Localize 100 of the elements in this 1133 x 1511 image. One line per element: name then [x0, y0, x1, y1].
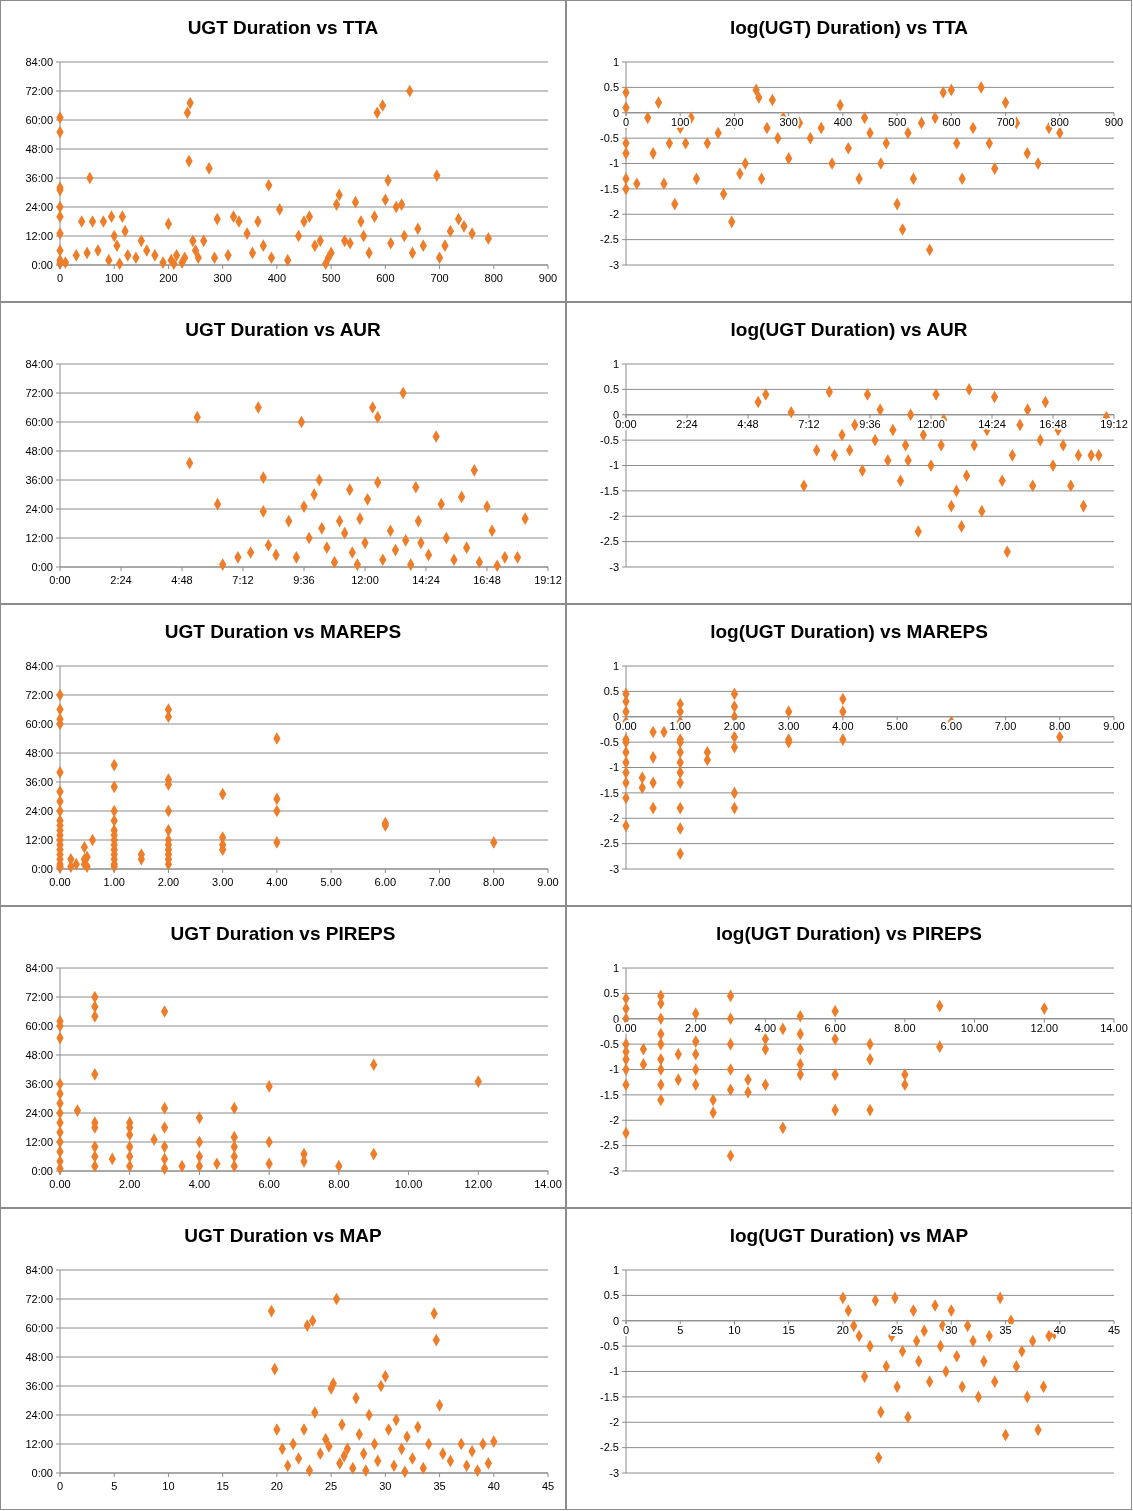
y-tick-label: 48:00 — [25, 444, 53, 457]
x-tick-label: 900 — [538, 272, 558, 284]
x-tick-label: 9:36 — [859, 417, 881, 430]
y-tick-label: 84:00 — [25, 55, 53, 68]
y-tick-label: -3 — [609, 1466, 619, 1479]
x-tick-label: 9.00 — [1103, 719, 1125, 732]
y-tick-label: -2.5 — [600, 837, 619, 850]
x-tick-label: 9:36 — [293, 574, 315, 586]
y-tick-label: 12:00 — [25, 1437, 53, 1450]
x-tick-label: 12.00 — [464, 1178, 493, 1190]
x-tick-label: 500 — [887, 115, 907, 128]
x-tick-label: 8.00 — [328, 1178, 350, 1190]
x-tick-label: 5.00 — [886, 719, 908, 732]
y-tick-label: 60:00 — [25, 1019, 53, 1032]
x-tick-label: 9.00 — [537, 876, 559, 888]
y-tick-label: 48:00 — [25, 1048, 53, 1061]
y-tick-label: 60:00 — [25, 415, 53, 428]
x-tick-label: 2:24 — [110, 574, 132, 586]
x-tick-label: 600 — [942, 115, 961, 128]
x-tick-label: 16:48 — [473, 574, 501, 586]
y-tick-label: 72:00 — [25, 1292, 53, 1305]
x-tick-label: 35 — [433, 1480, 446, 1492]
y-tick-label: 0:00 — [31, 1164, 53, 1177]
x-tick-label: 100 — [105, 272, 124, 284]
y-tick-label: -0.5 — [600, 131, 619, 144]
y-tick-label: 1 — [612, 357, 619, 370]
x-tick-label: 600 — [376, 272, 395, 284]
x-tick-label: 8.00 — [483, 876, 505, 888]
chart-title: log(UGT Duration) vs AUR — [730, 319, 968, 340]
x-tick-label: 30 — [945, 1323, 958, 1336]
y-tick-label: -3 — [609, 862, 619, 875]
y-tick-label: -2 — [609, 1416, 619, 1429]
y-tick-label: -1.5 — [600, 1390, 619, 1403]
y-tick-label: 72:00 — [25, 386, 53, 399]
x-tick-label: 16:48 — [1039, 417, 1067, 430]
x-tick-label: 25 — [890, 1323, 904, 1336]
x-tick-label: 400 — [267, 272, 287, 284]
chart-title: log(UGT Duration) vs PIREPS — [715, 923, 983, 944]
x-tick-label: 7.00 — [994, 719, 1017, 732]
y-tick-label: -1.5 — [600, 786, 619, 799]
x-tick-label: 6.00 — [258, 1178, 280, 1190]
y-tick-label: 1 — [612, 1263, 619, 1276]
y-tick-label: -1 — [609, 1063, 619, 1076]
y-tick-label: 24:00 — [25, 804, 53, 817]
x-tick-label: 0 — [622, 115, 630, 128]
y-tick-label: 0:00 — [31, 1466, 53, 1479]
y-tick-label: -2 — [609, 1114, 619, 1127]
x-tick-label: 30 — [379, 1480, 392, 1492]
x-tick-label: 25 — [324, 1480, 338, 1492]
x-tick-label: 900 — [1104, 115, 1124, 128]
y-tick-label: 60:00 — [25, 717, 53, 730]
x-tick-label: 8.00 — [894, 1021, 916, 1034]
x-tick-label: 4:48 — [171, 574, 193, 586]
y-tick-label: 0.5 — [603, 987, 619, 1000]
y-tick-label: 24:00 — [25, 200, 53, 213]
x-tick-label: 200 — [159, 272, 178, 284]
x-tick-label: 0:00 — [49, 574, 71, 586]
x-tick-label: 12:00 — [351, 574, 379, 586]
y-tick-label: 84:00 — [25, 1263, 53, 1276]
x-tick-label: 3.00 — [777, 719, 800, 732]
y-tick-label: -1.5 — [600, 484, 619, 497]
y-tick-label: 12:00 — [25, 229, 53, 242]
x-tick-label: 10.00 — [394, 1178, 423, 1190]
y-tick-label: 0.5 — [603, 685, 619, 698]
chart-title: UGT Duration vs TTA — [187, 17, 379, 38]
x-tick-label: 14.00 — [534, 1178, 562, 1190]
x-tick-label: 4.00 — [188, 1178, 211, 1190]
y-tick-label: 84:00 — [25, 357, 53, 370]
x-tick-label: 0 — [56, 272, 64, 284]
x-tick-label: 40 — [1053, 1323, 1066, 1336]
y-tick-label: 0.5 — [603, 383, 619, 396]
x-tick-label: 6.00 — [940, 719, 963, 732]
x-tick-label: 6.00 — [374, 876, 397, 888]
y-tick-label: -3 — [609, 258, 619, 271]
x-tick-label: 14:24 — [978, 417, 1006, 430]
x-tick-label: 15 — [216, 1480, 229, 1492]
x-tick-label: 700 — [996, 115, 1015, 128]
y-tick-label: 48:00 — [25, 142, 53, 155]
y-tick-label: 24:00 — [25, 1106, 53, 1119]
y-tick-label: 60:00 — [25, 1321, 53, 1334]
x-tick-label: 800 — [1050, 115, 1069, 128]
x-tick-label: 7:12 — [232, 574, 254, 586]
y-tick-label: 36:00 — [25, 1077, 53, 1090]
x-tick-label: 1.00 — [669, 719, 691, 732]
y-tick-label: -2 — [609, 208, 619, 221]
x-tick-label: 10 — [728, 1323, 741, 1336]
y-tick-label: 0 — [612, 106, 619, 119]
x-tick-label: 700 — [430, 272, 449, 284]
y-tick-label: -3 — [609, 1164, 619, 1177]
y-tick-label: 1 — [612, 961, 619, 974]
y-tick-label: -0.5 — [600, 1037, 619, 1050]
y-tick-label: 12:00 — [25, 1135, 53, 1148]
x-tick-label: 500 — [321, 272, 341, 284]
y-tick-label: 36:00 — [25, 1379, 53, 1392]
x-tick-label: 12:00 — [917, 417, 945, 430]
y-tick-label: 0:00 — [31, 560, 53, 573]
x-tick-label: 35 — [999, 1323, 1012, 1336]
x-tick-label: 5 — [677, 1323, 684, 1336]
x-tick-label: 40 — [487, 1480, 500, 1492]
x-tick-label: 100 — [671, 115, 690, 128]
